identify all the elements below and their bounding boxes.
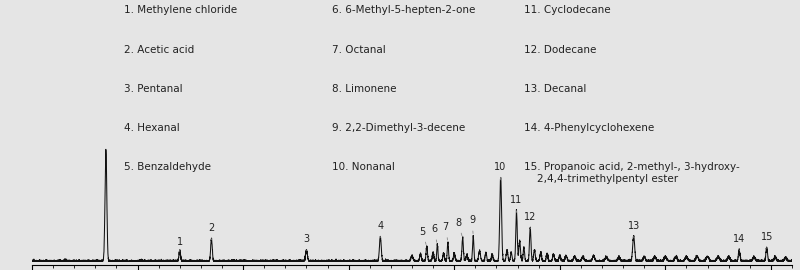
Text: 3. Pentanal: 3. Pentanal [124, 84, 182, 94]
Text: 6. 6-Methyl-5-hepten-2-one: 6. 6-Methyl-5-hepten-2-one [332, 5, 475, 15]
Text: 10: 10 [494, 162, 506, 180]
Text: 14: 14 [733, 234, 746, 250]
Text: 9: 9 [469, 215, 475, 234]
Text: 4. Hexanal: 4. Hexanal [124, 123, 180, 133]
Text: 8. Limonene: 8. Limonene [332, 84, 397, 94]
Text: 5: 5 [419, 227, 426, 244]
Text: 3: 3 [303, 234, 310, 250]
Text: 14. 4-Phenylcyclohexene: 14. 4-Phenylcyclohexene [524, 123, 654, 133]
Text: 9. 2,2-Dimethyl-3-decene: 9. 2,2-Dimethyl-3-decene [332, 123, 466, 133]
Text: 7. Octanal: 7. Octanal [332, 45, 386, 55]
Text: 6: 6 [431, 224, 438, 242]
Text: 12: 12 [524, 212, 537, 229]
Text: 12. Dodecane: 12. Dodecane [524, 45, 596, 55]
Text: 15: 15 [761, 232, 773, 248]
Text: 2. Acetic acid: 2. Acetic acid [124, 45, 194, 55]
Text: 13. Decanal: 13. Decanal [524, 84, 586, 94]
Text: 8: 8 [455, 218, 462, 236]
Text: 7: 7 [442, 222, 449, 240]
Text: 13: 13 [627, 221, 640, 237]
Text: 11. Cyclodecane: 11. Cyclodecane [524, 5, 610, 15]
Text: 1. Methylene chloride: 1. Methylene chloride [124, 5, 237, 15]
Text: 5. Benzaldehyde: 5. Benzaldehyde [124, 162, 211, 172]
Text: 15. Propanoic acid, 2-methyl-, 3-hydroxy-
    2,4,4-trimethylpentyl ester: 15. Propanoic acid, 2-methyl-, 3-hydroxy… [524, 162, 740, 184]
Text: 10. Nonanal: 10. Nonanal [332, 162, 395, 172]
Text: 1: 1 [177, 237, 183, 251]
Text: 4: 4 [378, 221, 383, 237]
Text: 11: 11 [510, 195, 522, 212]
Text: 2: 2 [208, 223, 214, 239]
